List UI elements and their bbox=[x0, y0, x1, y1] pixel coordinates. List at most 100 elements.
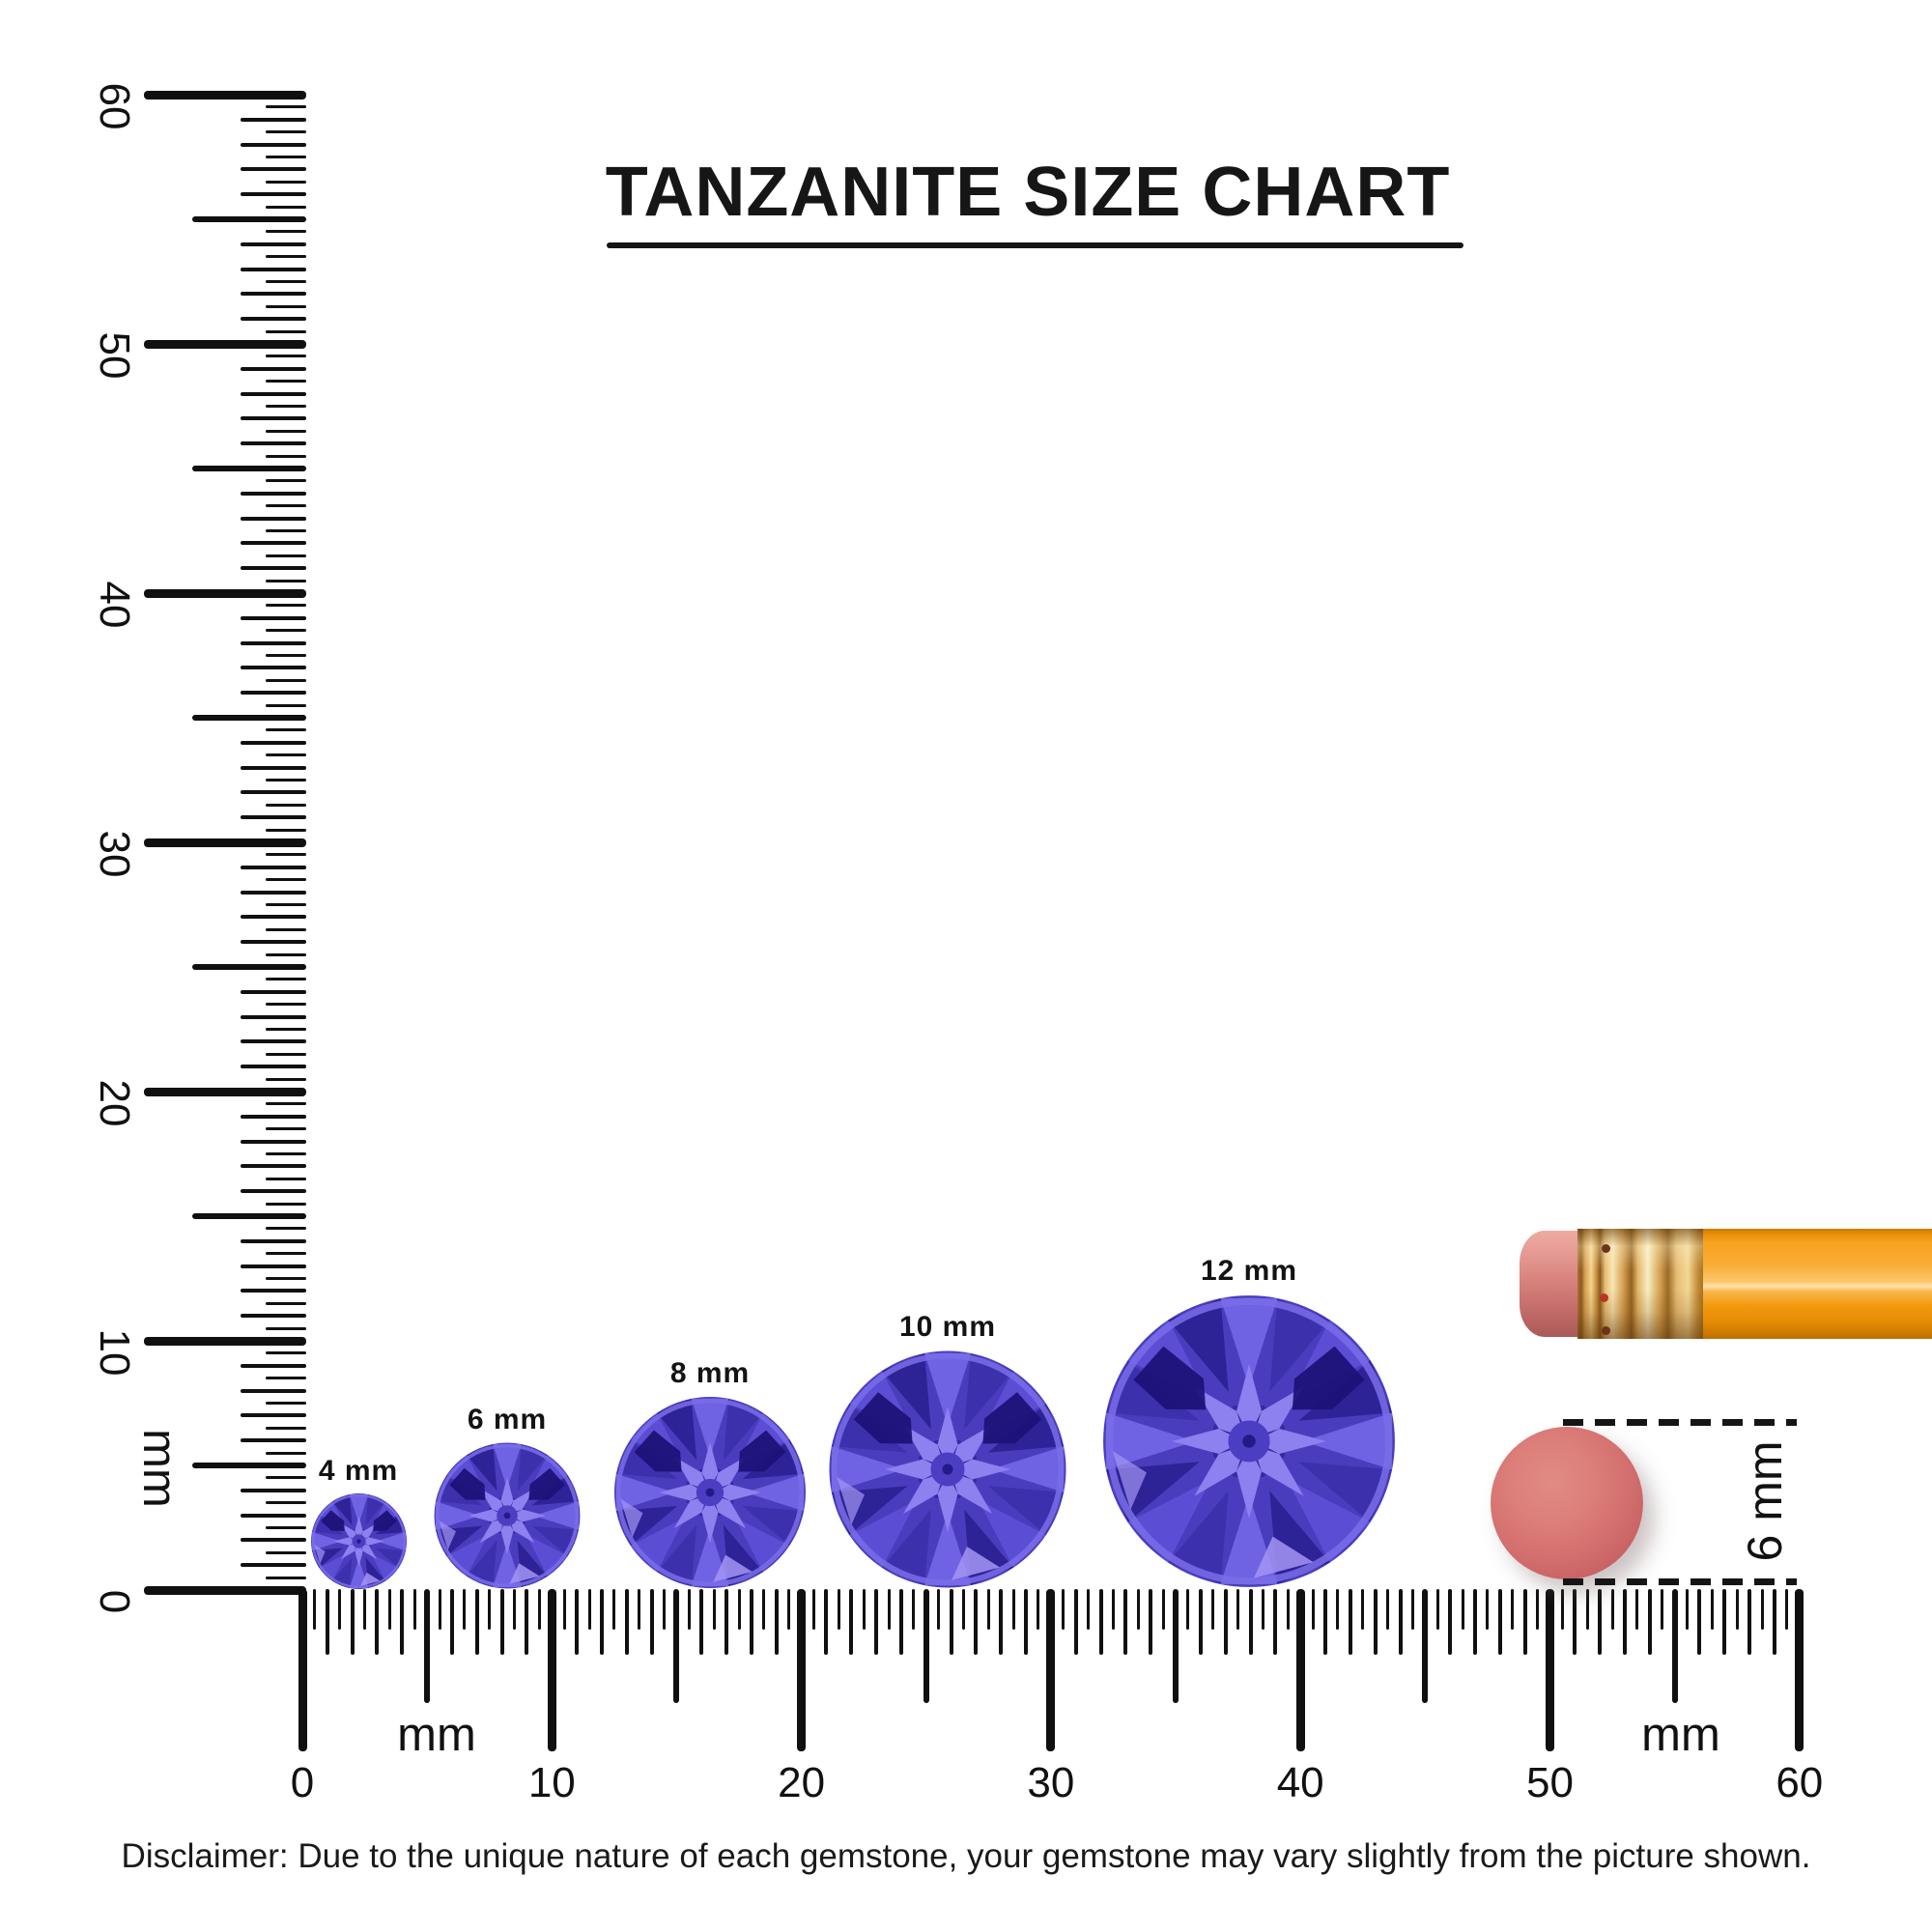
vertical-ruler-tick bbox=[192, 964, 306, 970]
ferrule-crimp-dot bbox=[1602, 1244, 1610, 1253]
vertical-ruler-tick bbox=[266, 978, 306, 981]
vertical-ruler-number: 50 bbox=[91, 331, 138, 380]
vertical-ruler-tick bbox=[241, 516, 306, 521]
horizontal-ruler-tick bbox=[575, 1589, 580, 1655]
horizontal-ruler-tick bbox=[1311, 1589, 1315, 1630]
vertical-ruler-tick bbox=[241, 989, 306, 994]
horizontal-ruler-tick bbox=[1087, 1589, 1091, 1630]
horizontal-ruler-tick bbox=[1760, 1589, 1764, 1630]
vertical-ruler-tick bbox=[241, 267, 306, 271]
vertical-ruler-tick bbox=[241, 790, 306, 795]
gem-label-8mm: 8 mm bbox=[669, 1357, 751, 1389]
vertical-ruler-tick bbox=[266, 878, 306, 882]
horizontal-ruler-tick bbox=[1610, 1589, 1614, 1630]
eraser-disc bbox=[1491, 1427, 1643, 1579]
horizontal-ruler-tick bbox=[887, 1589, 891, 1630]
vertical-ruler-tick bbox=[266, 803, 306, 807]
vertical-ruler-tick bbox=[241, 615, 306, 620]
vertical-ruler-tick bbox=[241, 1388, 306, 1393]
title-underline bbox=[607, 242, 1463, 248]
horizontal-ruler-tick bbox=[638, 1589, 641, 1630]
gem-8mm bbox=[612, 1395, 808, 1590]
vertical-ruler-tick bbox=[241, 1238, 306, 1243]
vertical-ruler-tick bbox=[144, 838, 306, 847]
vertical-ruler-tick bbox=[266, 1052, 306, 1056]
vertical-ruler-tick bbox=[192, 715, 306, 721]
vertical-ruler-tick bbox=[266, 405, 306, 408]
vertical-ruler-tick bbox=[266, 604, 306, 608]
horizontal-ruler-tick bbox=[1598, 1589, 1603, 1655]
vertical-ruler-tick bbox=[241, 1314, 306, 1319]
horizontal-ruler-tick bbox=[724, 1589, 729, 1655]
horizontal-ruler-tick bbox=[1422, 1589, 1429, 1703]
horizontal-ruler-tick bbox=[612, 1589, 616, 1630]
vertical-ruler-tick bbox=[241, 1538, 306, 1543]
horizontal-ruler-tick bbox=[1336, 1589, 1340, 1630]
horizontal-ruler-tick bbox=[1037, 1589, 1040, 1630]
vertical-ruler-tick bbox=[241, 117, 306, 122]
vertical-ruler-number: 20 bbox=[91, 1079, 138, 1127]
vertical-ruler-tick bbox=[266, 1028, 306, 1031]
horizontal-ruler-tick bbox=[663, 1589, 667, 1630]
vertical-ruler-tick bbox=[241, 1139, 306, 1144]
horizontal-ruler-tick bbox=[1361, 1589, 1365, 1630]
horizontal-ruler-unit-label-left: mm bbox=[397, 1709, 476, 1761]
horizontal-ruler-tick bbox=[912, 1589, 916, 1630]
horizontal-ruler-tick bbox=[375, 1589, 380, 1655]
vertical-ruler-tick bbox=[144, 1585, 306, 1595]
horizontal-ruler-number: 50 bbox=[1526, 1759, 1574, 1806]
vertical-ruler-tick bbox=[266, 1576, 306, 1579]
vertical-ruler-tick bbox=[266, 304, 306, 308]
horizontal-ruler-tick bbox=[438, 1589, 441, 1630]
vertical-ruler-tick bbox=[266, 678, 306, 682]
vertical-ruler-tick bbox=[266, 205, 306, 209]
horizontal-ruler-tick bbox=[849, 1589, 854, 1655]
gem-10mm bbox=[827, 1349, 1068, 1590]
vertical-ruler-tick bbox=[241, 1164, 306, 1169]
horizontal-ruler-tick bbox=[1536, 1589, 1540, 1630]
horizontal-ruler-tick bbox=[1211, 1589, 1215, 1630]
vertical-ruler-tick bbox=[266, 1351, 306, 1355]
horizontal-ruler-number: 10 bbox=[527, 1759, 576, 1806]
horizontal-ruler-tick bbox=[624, 1589, 629, 1655]
vertical-ruler-tick bbox=[266, 329, 306, 333]
vertical-ruler-tick bbox=[241, 1289, 306, 1293]
vertical-ruler-tick bbox=[241, 242, 306, 246]
vertical-ruler-tick bbox=[241, 292, 306, 297]
horizontal-ruler-tick bbox=[1373, 1589, 1378, 1655]
horizontal-ruler-tick bbox=[1461, 1589, 1464, 1630]
horizontal-ruler-tick bbox=[874, 1589, 879, 1655]
horizontal-ruler-tick bbox=[325, 1589, 329, 1655]
horizontal-ruler-tick bbox=[1697, 1589, 1702, 1655]
horizontal-ruler-tick bbox=[463, 1589, 467, 1630]
horizontal-ruler-tick bbox=[1522, 1589, 1527, 1655]
horizontal-ruler-tick bbox=[387, 1589, 391, 1630]
horizontal-ruler-number: 0 bbox=[290, 1759, 315, 1806]
vertical-ruler-tick bbox=[241, 142, 306, 147]
vertical-ruler-tick bbox=[266, 1402, 306, 1405]
vertical-ruler-tick bbox=[266, 1501, 306, 1505]
vertical-ruler-tick bbox=[241, 1014, 306, 1019]
horizontal-ruler-tick bbox=[1198, 1589, 1203, 1655]
horizontal-ruler-tick bbox=[338, 1589, 342, 1630]
horizontal-ruler-tick bbox=[1410, 1589, 1414, 1630]
vertical-ruler-tick bbox=[266, 1252, 306, 1256]
vertical-ruler-number: 30 bbox=[91, 830, 138, 878]
vertical-ruler-tick bbox=[241, 890, 306, 895]
vertical-ruler-tick bbox=[266, 779, 306, 781]
horizontal-ruler-tick bbox=[1635, 1589, 1639, 1630]
vertical-ruler-tick bbox=[266, 728, 306, 732]
vertical-ruler-tick bbox=[266, 1326, 306, 1330]
vertical-ruler-tick bbox=[241, 366, 306, 371]
vertical-ruler-tick bbox=[266, 280, 306, 283]
vertical-ruler-tick bbox=[266, 1127, 306, 1131]
horizontal-ruler-tick bbox=[1511, 1589, 1515, 1630]
vertical-ruler-tick bbox=[241, 765, 306, 770]
gem-label-10mm: 10 mm bbox=[898, 1311, 997, 1343]
vertical-ruler-tick bbox=[266, 130, 306, 134]
vertical-ruler-tick bbox=[266, 1102, 306, 1106]
vertical-ruler-tick bbox=[266, 529, 306, 532]
horizontal-ruler-tick bbox=[1398, 1589, 1403, 1655]
horizontal-ruler-tick bbox=[1486, 1589, 1490, 1630]
